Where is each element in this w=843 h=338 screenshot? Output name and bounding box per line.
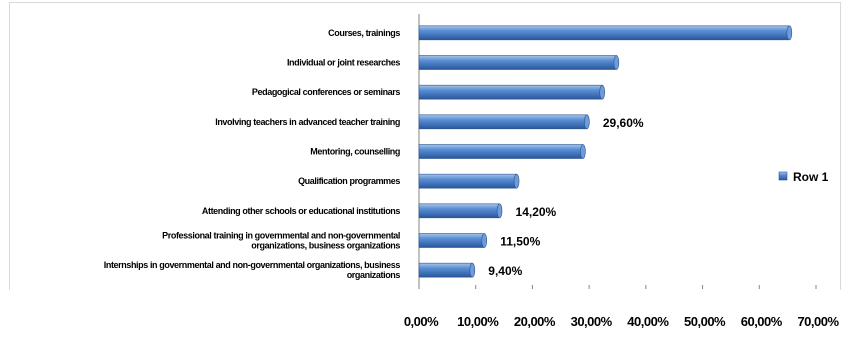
category-label: Courses, trainings <box>328 28 400 38</box>
category-label: Internships in governmental and non-gove… <box>104 260 401 270</box>
bar <box>418 262 473 278</box>
bar <box>418 203 500 219</box>
bar <box>418 55 617 70</box>
bar-end-cap <box>496 203 503 219</box>
legend-swatch <box>778 171 788 181</box>
category-label: Attending other schools or educational i… <box>202 206 400 216</box>
data-label: 11,50% <box>500 235 540 249</box>
category-label: Professional training in governmental an… <box>162 231 400 241</box>
chart-frame <box>9 2 841 290</box>
data-label: 9,40% <box>488 264 522 278</box>
bar <box>418 25 790 41</box>
bar <box>418 233 485 248</box>
bar-end-cap <box>580 144 586 159</box>
x-tick-label: 0,00% <box>404 314 439 329</box>
category-label: Mentoring, counselling <box>310 147 400 157</box>
bar-end-cap <box>613 55 620 70</box>
bar <box>418 173 517 189</box>
bar <box>418 144 584 159</box>
x-tick-label: 70,00% <box>797 314 839 329</box>
x-tick-label: 50,00% <box>684 314 726 329</box>
category-label: Qualification programmes <box>298 176 400 186</box>
bar-end-cap <box>513 173 520 189</box>
x-tick-label: 30,00% <box>571 314 613 329</box>
legend-label: Row 1 <box>793 170 829 184</box>
bar <box>418 114 588 130</box>
data-label: 29,60% <box>603 116 644 130</box>
data-label: 14,20% <box>516 205 557 219</box>
category-label: organizations, business organizations <box>251 241 400 251</box>
bar <box>418 84 603 100</box>
x-tick-label: 10,00% <box>457 314 499 329</box>
bar-end-cap <box>584 114 590 130</box>
x-tick-label: 20,00% <box>514 314 556 329</box>
category-label: Pedagogical conferences or seminars <box>252 87 400 97</box>
x-tick-label: 40,00% <box>627 314 669 329</box>
bar-end-cap <box>786 25 793 41</box>
category-label: organizations <box>347 270 401 280</box>
bar-end-cap <box>599 84 605 100</box>
category-label: Individual or joint researches <box>287 58 400 68</box>
bar-end-cap <box>481 233 488 248</box>
bar-end-cap <box>469 262 476 278</box>
x-tick-label: 60,00% <box>741 314 783 329</box>
category-label: Involving teachers in advanced teacher t… <box>215 117 400 127</box>
